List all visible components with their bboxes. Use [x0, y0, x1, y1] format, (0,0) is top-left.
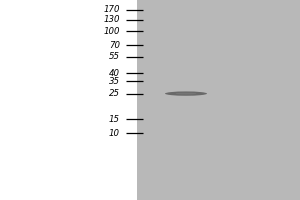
Text: 35: 35: [109, 76, 120, 86]
Bar: [136, 0, 300, 200]
Text: 25: 25: [109, 89, 120, 98]
Text: 100: 100: [103, 26, 120, 36]
Text: 40: 40: [109, 68, 120, 77]
Text: 130: 130: [103, 16, 120, 24]
Ellipse shape: [176, 93, 197, 95]
Text: 55: 55: [109, 52, 120, 61]
Text: 70: 70: [109, 40, 120, 49]
Text: 170: 170: [103, 5, 120, 15]
Text: 10: 10: [109, 129, 120, 138]
Text: 15: 15: [109, 114, 120, 123]
Ellipse shape: [165, 91, 207, 96]
